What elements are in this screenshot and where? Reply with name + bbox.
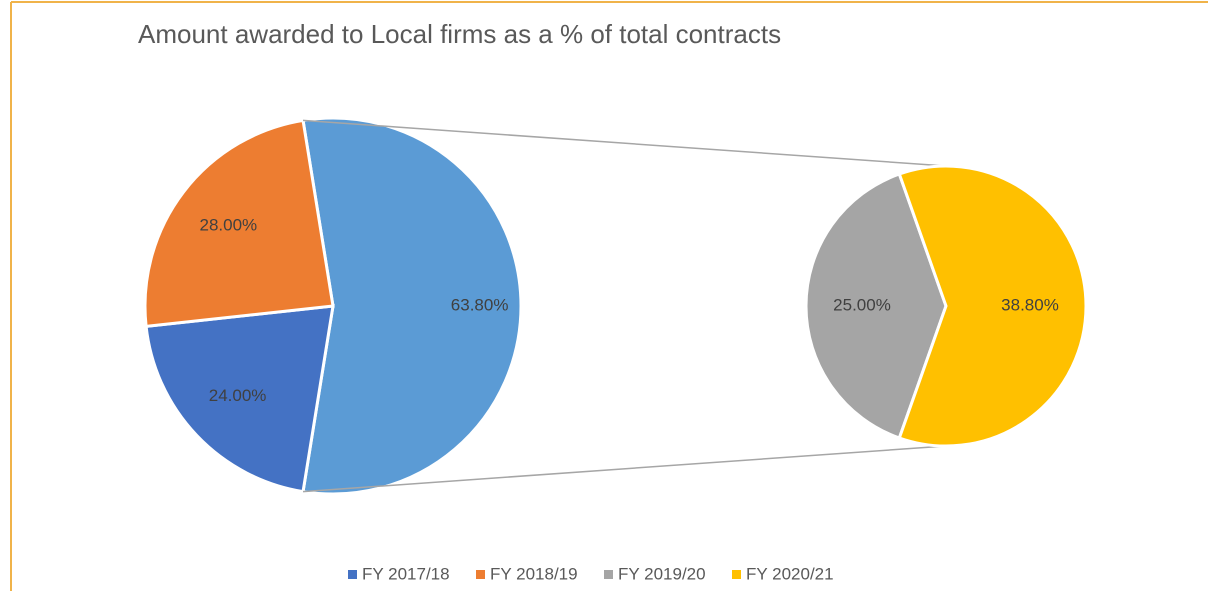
chart-title: Amount awarded to Local firms as a % of …: [138, 19, 781, 49]
data-label: 28.00%: [199, 216, 257, 235]
legend-label: FY 2017/18: [362, 564, 450, 583]
legend-swatch: [604, 570, 613, 579]
pie-slice: [897, 164, 1088, 448]
pie-slice: [144, 304, 335, 494]
legend-swatch: [476, 570, 485, 579]
data-label: 63.80%: [451, 295, 509, 314]
legend-label: FY 2018/19: [490, 564, 578, 583]
pie-slice: [804, 172, 948, 440]
data-label: 38.80%: [1001, 295, 1059, 314]
connector-line: [302, 445, 947, 493]
legend-swatch: [732, 570, 741, 579]
legend-label: FY 2019/20: [618, 564, 706, 583]
legend-label: FY 2020/21: [746, 564, 834, 583]
data-label: 25.00%: [833, 295, 891, 314]
pie-slice: [143, 118, 335, 329]
connector-line: [302, 119, 947, 167]
data-label: 24.00%: [209, 386, 267, 405]
pie-slice: [301, 116, 523, 496]
legend-swatch: [348, 570, 357, 579]
